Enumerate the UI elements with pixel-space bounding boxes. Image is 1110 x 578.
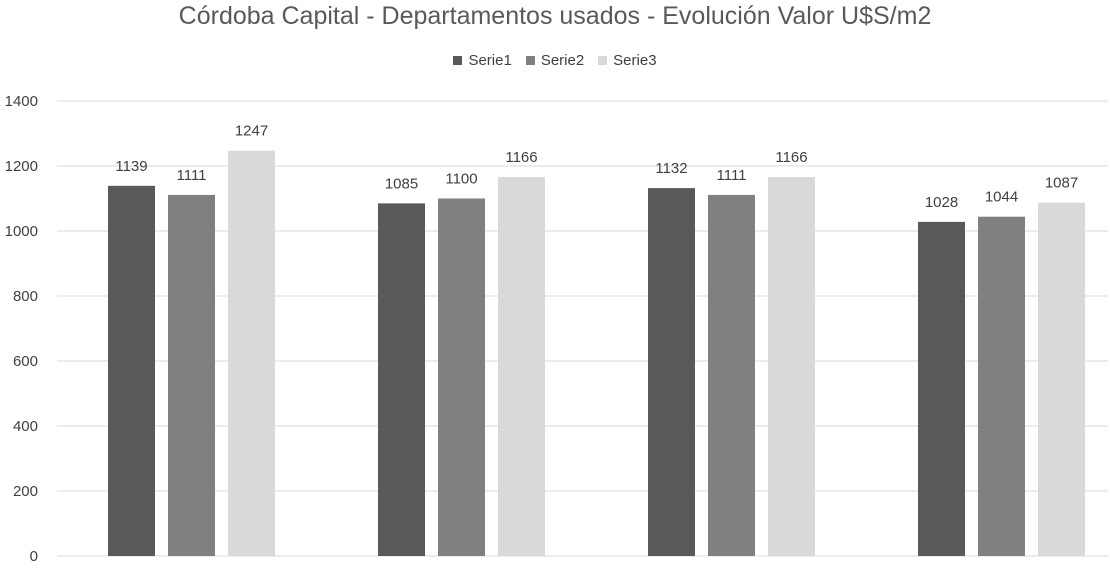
data-label-serie2-1: 1111 — [176, 167, 206, 184]
label-layer: 0 200 400 600 800 1000 1200 1400 1139 1111 1247 108… — [5, 93, 1079, 565]
legend-item-serie3: Serie3 — [598, 52, 657, 69]
y-tick-label-400: 400 — [13, 418, 38, 435]
data-label-serie1-3: 1132 — [655, 160, 687, 177]
data-label-serie1-2: 1085 — [385, 175, 418, 192]
bar-serie3-2 — [498, 177, 545, 557]
y-tick-label-1000: 1000 — [5, 223, 38, 240]
legend-label-serie3: Serie3 — [613, 52, 657, 69]
bar-serie1-2 — [378, 203, 425, 556]
bar-serie3-4 — [1038, 202, 1085, 556]
bar-serie2-3 — [708, 194, 755, 557]
legend-swatch-serie1 — [453, 56, 463, 65]
y-tick-label-0: 0 — [30, 548, 38, 565]
chart-title: Córdoba Capital - Departamentos usados -… — [178, 2, 932, 30]
legend-swatch-serie2 — [525, 56, 535, 65]
y-tick-label-1400: 1400 — [5, 93, 38, 110]
bar-layer — [108, 150, 1085, 557]
data-label-serie1-4: 1028 — [925, 194, 958, 211]
y-tick-label-1200: 1200 — [5, 158, 38, 175]
legend-label-serie1: Serie1 — [468, 52, 512, 69]
data-label-serie2-4: 1044 — [985, 189, 1018, 206]
legend-swatch-serie3 — [598, 56, 608, 65]
legend-item-serie2: Serie2 — [525, 52, 585, 69]
legend: Serie1 Serie2 Serie3 — [0, 52, 1110, 69]
bar-serie2-4 — [978, 216, 1025, 556]
data-label-serie3-1: 1247 — [235, 123, 268, 140]
legend-label-serie2: Serie2 — [540, 52, 585, 69]
data-label-serie2-2: 1100 — [445, 171, 477, 188]
data-label-serie1-1: 1139 — [115, 158, 147, 175]
bar-serie2-2 — [438, 198, 485, 556]
y-tick-label-600: 600 — [13, 353, 38, 370]
y-tick-label-200: 200 — [13, 483, 38, 500]
bar-serie3-1 — [228, 150, 275, 556]
data-label-serie3-2: 1166 — [505, 149, 537, 166]
y-tick-label-800: 800 — [13, 288, 38, 305]
bar-serie1-4 — [918, 221, 965, 556]
data-label-serie2-3: 1111 — [716, 167, 746, 184]
bar-serie2-1 — [168, 194, 215, 557]
bar-serie1-3 — [648, 188, 695, 556]
data-label-serie3-3: 1166 — [775, 149, 807, 166]
bar-serie3-3 — [768, 177, 815, 557]
data-label-serie3-4: 1087 — [1045, 175, 1078, 192]
legend-item-serie1: Serie1 — [453, 52, 512, 69]
bar-serie1-1 — [108, 185, 155, 556]
